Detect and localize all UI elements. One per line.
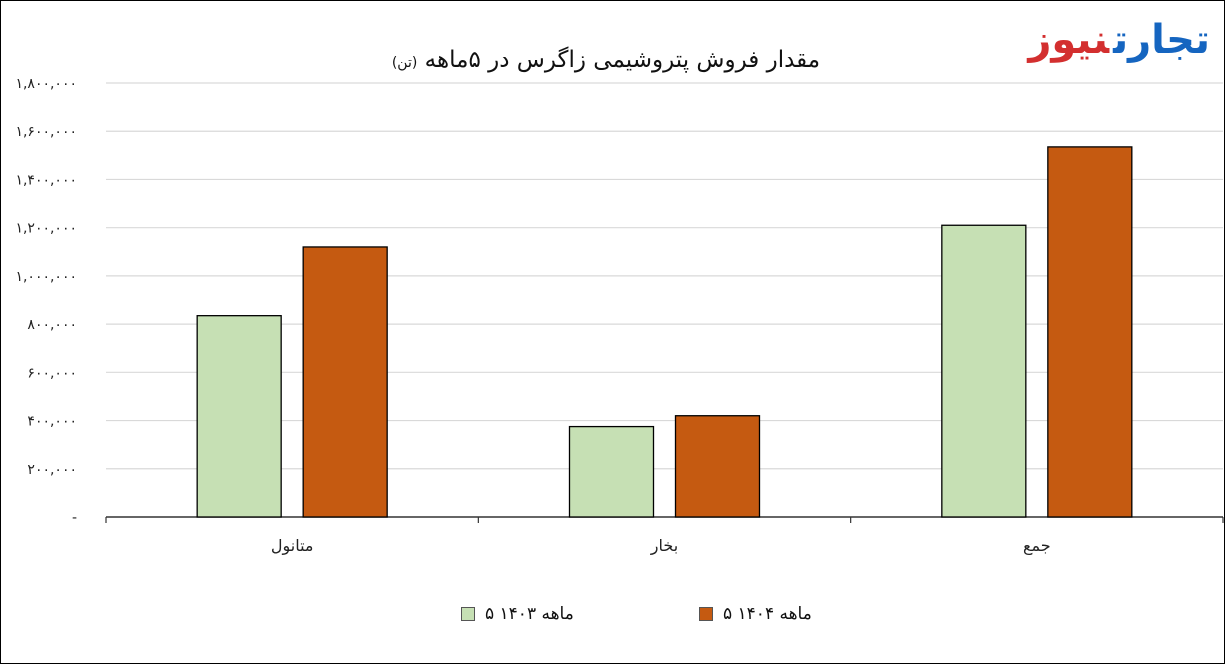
bar-1-1: [674, 415, 761, 518]
y-tick-label-8: ۱,۶۰۰,۰۰۰: [15, 124, 77, 140]
y-tick-label-4: ۸۰۰,۰۰۰: [27, 317, 77, 333]
brand-logo-word1: تجارت: [1113, 17, 1211, 63]
legend-label-1404: ۵ ماهه ۱۴۰۴: [723, 604, 812, 624]
bar-0-0: [196, 315, 282, 518]
x-category-label-0: متانول: [271, 536, 314, 556]
bar-0-1: [302, 246, 388, 518]
y-tick-label-1: ۲۰۰,۰۰۰: [27, 462, 77, 478]
y-tick-label-6: ۱,۲۰۰,۰۰۰: [15, 221, 77, 237]
legend-item-1404: ۵ ماهه ۱۴۰۴: [699, 604, 812, 624]
legend-swatch-1403: [461, 607, 475, 621]
legend-label-1403: ۵ ماهه ۱۴۰۳: [485, 604, 574, 624]
bar-2-0: [941, 224, 1027, 518]
y-tick-label-5: ۱,۰۰۰,۰۰۰: [15, 269, 77, 285]
legend-swatch-1404: [699, 607, 713, 621]
legend-item-1403: ۵ ماهه ۱۴۰۳: [461, 604, 574, 624]
y-tick-label-2: ۴۰۰,۰۰۰: [27, 414, 77, 430]
y-tick-label-7: ۱,۴۰۰,۰۰۰: [15, 172, 77, 188]
y-tick-label-9: ۱,۸۰۰,۰۰۰: [15, 76, 77, 92]
chart-title-text: مقدار فروش پتروشیمی زاگرس در ۵ماهه: [424, 47, 821, 73]
x-category-label-1: بخار: [650, 536, 678, 556]
chart-title-unit: (تن): [391, 55, 418, 71]
brand-logo-word2: نیوز: [1028, 17, 1110, 63]
chart-title: مقدار فروش پتروشیمی زاگرس در ۵ماهه (تن): [291, 47, 921, 73]
bar-1-0: [568, 425, 655, 518]
brand-logo: تجارتنیوز: [1028, 17, 1211, 63]
x-category-label-2: جمع: [1023, 536, 1051, 556]
bar-2-1: [1047, 146, 1133, 518]
y-tick-label-3: ۶۰۰,۰۰۰: [27, 365, 77, 381]
y-tick-label-0: -: [72, 510, 77, 526]
